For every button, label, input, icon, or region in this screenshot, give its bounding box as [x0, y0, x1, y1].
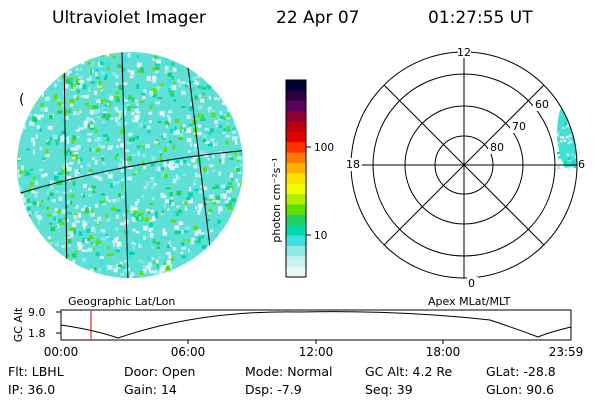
dsp-field: Dsp: -7.9 — [245, 382, 302, 397]
dsp-label: Dsp: — [245, 382, 274, 397]
colorbar-swatch — [286, 142, 306, 154]
altitude-tick-9: 9.0 — [28, 306, 46, 319]
glat-label: GLat: — [486, 364, 520, 379]
glon-label: GLon: — [486, 382, 523, 397]
colorbar-swatch — [286, 183, 306, 195]
colorbar-swatch — [286, 225, 306, 237]
apex-caption: Apex MLat/MLT — [428, 295, 511, 308]
door-value: Open — [162, 364, 196, 379]
glon-value: 90.6 — [526, 382, 555, 397]
mlat-label-70: 70 — [512, 120, 526, 133]
mlt-label-6: 6 — [578, 158, 585, 171]
colorbar-swatch — [286, 256, 306, 268]
mlat-label-60: 60 — [535, 98, 549, 111]
time-tick-2: 12:00 — [299, 345, 334, 359]
gain-field: Gain: 14 — [124, 382, 177, 397]
mlat-label-80: 80 — [490, 141, 504, 154]
colorbar-swatch — [286, 235, 306, 247]
mlt-label-0: 0 — [468, 277, 475, 290]
ip-label: IP: — [8, 382, 24, 397]
colorbar-swatch — [286, 90, 306, 102]
altitude-ylabel: GC Alt — [12, 307, 25, 342]
time-tick-0: 00:00 — [44, 345, 79, 359]
colorbar-swatch — [286, 111, 306, 123]
colorbar-swatch — [286, 214, 306, 226]
colorbar-swatch — [286, 194, 306, 206]
altitude-curve — [60, 311, 572, 339]
colorbar-swatch — [286, 100, 306, 112]
seq-value: 39 — [396, 382, 413, 397]
observation-date: 22 Apr 07 — [276, 8, 360, 28]
altitude-tick-1-8: 1.8 — [28, 327, 46, 340]
gain-value: 14 — [160, 382, 177, 397]
polar-plot: 12 18 6 0 60 70 80 — [344, 45, 585, 290]
colorbar-swatch — [286, 152, 306, 164]
dsp-value: -7.9 — [277, 382, 302, 397]
glon-field: GLon: 90.6 — [486, 382, 554, 397]
filter-value: LBHL — [31, 364, 64, 379]
limb-marker: ( — [19, 92, 24, 108]
geographic-image — [17, 52, 243, 278]
door-field: Door: Open — [124, 364, 195, 379]
gc-alt-field: GC Alt: 4.2 Re — [365, 364, 452, 379]
time-tick-1: 06:00 — [171, 345, 206, 359]
mode-label: Mode: — [245, 364, 284, 379]
geographic-caption: Geographic Lat/Lon — [68, 295, 175, 308]
gc-alt-value: 4.2 Re — [412, 364, 453, 379]
lon-line-1 — [63, 52, 68, 278]
colorbar-swatch — [286, 245, 306, 257]
colorbar-swatch — [286, 266, 306, 278]
seq-field: Seq: 39 — [365, 382, 413, 397]
colorbar-tick-100: 100 — [314, 142, 334, 154]
colorbar-tick-10: 10 — [314, 230, 327, 242]
colorbar-label: photon cm⁻²s⁻¹ — [270, 157, 283, 242]
ip-field: IP: 36.0 — [8, 382, 55, 397]
colorbar-swatch — [286, 131, 306, 143]
gc-alt-label: GC Alt: — [365, 364, 409, 379]
door-label: Door: — [124, 364, 159, 379]
glat-value: -28.8 — [523, 364, 556, 379]
time-tick-4: 23:59 — [549, 345, 584, 359]
seq-label: Seq: — [365, 382, 393, 397]
color-bar: 100 10 photon cm⁻²s⁻¹ — [270, 79, 334, 278]
mlt-label-12: 12 — [457, 46, 471, 59]
altitude-plot: GC Alt 9.0 1.8 00:00 06:00 12:00 18:00 2… — [12, 306, 583, 359]
colorbar-swatch — [286, 80, 306, 91]
mode-field: Mode: Normal — [245, 364, 333, 379]
lat-line — [17, 149, 243, 196]
mlt-label-18: 18 — [346, 158, 360, 171]
instrument-title: Ultraviolet Imager — [52, 8, 206, 28]
observation-time: 01:27:55 UT — [428, 8, 533, 28]
colorbar-swatch — [286, 121, 306, 133]
gain-label: Gain: — [124, 382, 157, 397]
colorbar-swatch — [286, 162, 306, 174]
filter-label: Flt: — [8, 364, 28, 379]
colorbar-swatch — [286, 173, 306, 185]
mode-value: Normal — [287, 364, 333, 379]
time-tick-3: 18:00 — [426, 345, 461, 359]
colorbar-swatch — [286, 204, 306, 216]
ip-value: 36.0 — [27, 382, 56, 397]
lon-line-3 — [186, 57, 215, 278]
filter-field: Flt: LBHL — [8, 364, 64, 379]
glat-field: GLat: -28.8 — [486, 364, 556, 379]
